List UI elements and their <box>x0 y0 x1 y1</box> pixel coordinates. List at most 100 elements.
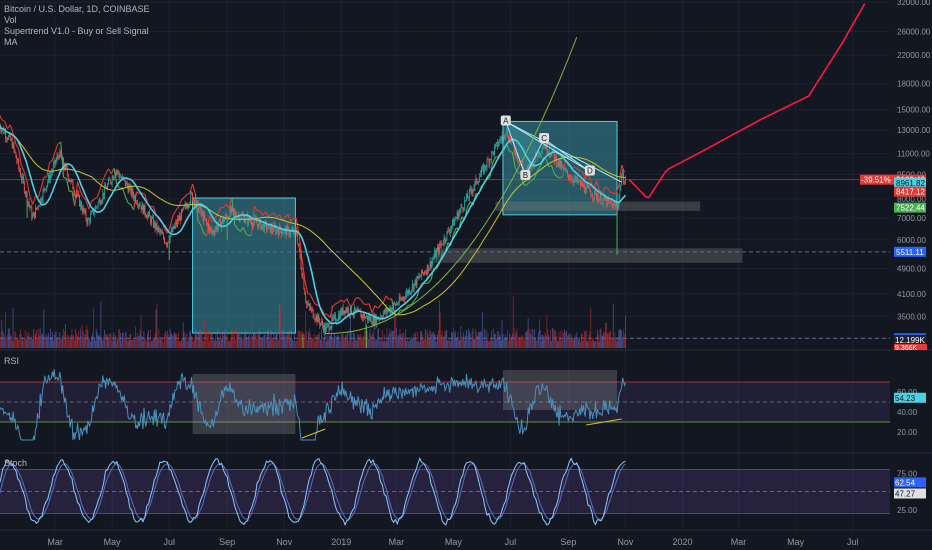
volume-bar <box>35 333 36 348</box>
volume-bar <box>297 330 299 348</box>
supertrend-indicator-label[interactable]: Supertrend V1.0 - Buy or Sell Signal <box>4 26 149 36</box>
volume-bar <box>431 334 433 348</box>
supertrend-segment <box>127 202 132 206</box>
volume-bar <box>298 330 300 348</box>
volume-bar <box>117 338 119 348</box>
volume-bar <box>252 332 254 348</box>
candle-body <box>470 188 472 192</box>
volume-bar <box>454 330 456 348</box>
vol-indicator-label[interactable]: Vol <box>4 15 17 25</box>
volume-bar <box>1 319 3 348</box>
supertrend-segment <box>46 162 51 178</box>
volume-bar <box>500 340 502 348</box>
candle-body <box>531 164 533 169</box>
volume-bar <box>153 338 155 348</box>
rsi-pane-label[interactable]: RSI <box>4 356 20 366</box>
volume-bar <box>539 330 541 348</box>
candle-body <box>283 229 285 233</box>
candle-body <box>152 217 154 227</box>
candle-body <box>111 176 113 184</box>
volume-bar <box>97 335 99 348</box>
volume-bar <box>538 319 540 348</box>
candle-body <box>176 221 178 225</box>
volume-bar <box>216 341 218 348</box>
volume-bar <box>602 335 604 348</box>
volume-bar <box>66 334 68 348</box>
candle-body <box>197 201 199 213</box>
candle-body <box>186 206 188 209</box>
candle-body <box>125 182 127 186</box>
volume-bar <box>320 339 321 348</box>
candle-body <box>281 233 283 235</box>
volume-bar <box>484 340 486 348</box>
symbol-title[interactable]: Bitcoin / U.S. Dollar, 1D, COINBASE <box>4 4 150 14</box>
candle-body <box>163 233 165 239</box>
volume-bar <box>83 338 85 348</box>
supertrend-segment <box>60 142 65 178</box>
volume-bar <box>540 341 542 348</box>
candle-body <box>329 328 331 330</box>
volume-bar <box>231 330 233 348</box>
volume-bar <box>245 330 247 348</box>
candle-body <box>586 185 588 186</box>
candle-body <box>96 206 98 208</box>
candle-body <box>539 151 540 156</box>
volume-bar <box>352 331 354 348</box>
volume-bar <box>295 340 297 348</box>
volume-bar <box>164 332 165 348</box>
candle-body <box>372 316 374 325</box>
candle-body <box>307 304 308 306</box>
x-tick-label: Sep <box>560 537 576 547</box>
candle-body <box>569 178 571 180</box>
volume-bar <box>75 329 77 348</box>
candle-body <box>471 191 473 193</box>
candle-body <box>94 211 95 215</box>
volume-bar <box>168 338 170 348</box>
candle-body <box>509 137 510 142</box>
volume-bar <box>182 322 184 348</box>
volume-bar <box>543 337 545 348</box>
candle-body <box>28 201 30 205</box>
candle-body <box>469 188 471 190</box>
candle-body <box>418 276 420 278</box>
volume-bar <box>279 305 281 348</box>
volume-bar <box>346 335 348 348</box>
volume-bar <box>104 329 106 348</box>
volume-bar <box>550 329 551 348</box>
volume-bar <box>374 340 376 348</box>
candle-body <box>322 321 323 326</box>
supertrend-segment <box>105 168 109 175</box>
volume-bar <box>581 333 583 348</box>
volume-bar <box>430 331 432 348</box>
volume-bar <box>389 328 391 348</box>
candle-body <box>3 128 5 134</box>
candle-body <box>452 219 453 226</box>
candle-body <box>326 324 328 326</box>
candle-body <box>455 217 457 219</box>
candle-body <box>285 228 287 236</box>
volume-bar <box>544 333 546 348</box>
volume-bar <box>585 330 587 348</box>
volume-bar <box>23 337 25 348</box>
stoch-pane-label[interactable]: Stoch <box>4 458 28 468</box>
volume-bar <box>367 339 369 348</box>
ma-indicator-label[interactable]: MA <box>4 37 18 47</box>
volume-bar <box>265 337 267 348</box>
volume-bar <box>73 335 75 348</box>
supertrend-segment <box>343 298 348 303</box>
candle-body <box>490 159 492 160</box>
volume-bar <box>577 338 579 348</box>
candle-body <box>205 218 207 220</box>
volume-bar <box>267 329 269 348</box>
volume-bar <box>572 338 574 348</box>
volume-bar <box>600 328 602 348</box>
candle-body <box>304 288 306 295</box>
volume-bar <box>64 331 65 348</box>
volume-bar <box>578 339 580 348</box>
supertrend-segment <box>242 227 247 234</box>
volume-bar <box>399 328 401 348</box>
stoch-tick-label: 75.00 <box>897 469 918 478</box>
candle-body <box>152 217 153 219</box>
candle-body <box>204 214 206 219</box>
